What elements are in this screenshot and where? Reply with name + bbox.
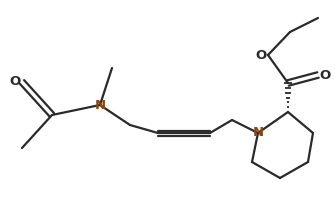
Text: O: O: [320, 68, 331, 82]
Text: N: N: [252, 126, 263, 140]
Text: O: O: [9, 74, 20, 88]
Text: N: N: [94, 98, 106, 111]
Text: O: O: [255, 49, 267, 61]
